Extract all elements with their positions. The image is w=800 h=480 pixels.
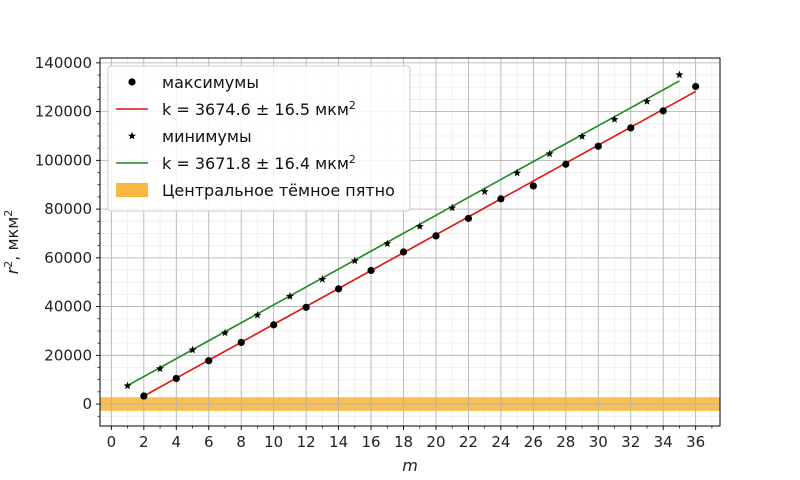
minima-point <box>675 70 684 79</box>
maxima-fit-line <box>143 90 697 397</box>
legend-handle-minima <box>128 131 136 140</box>
maxima-point <box>659 107 667 115</box>
ticks-layer: 0 2 4 6 8 10 12 14 16 18 20 22 24 26 28 30 32 34 360200004… <box>35 54 713 451</box>
maxima-point <box>334 285 343 293</box>
maxima-point <box>692 82 700 91</box>
maxima-point <box>594 142 602 150</box>
y-axis-title-sup: 2 <box>2 261 15 268</box>
minima-point <box>123 381 132 390</box>
legend-label: Центральное тёмное пятно <box>162 181 395 200</box>
maxima-point <box>627 124 635 132</box>
x-tick-label: 28 <box>556 433 575 451</box>
series-layer <box>123 70 700 400</box>
y-tick-label: 60000 <box>44 249 92 267</box>
legend-label: k = 3671.8 ± 16.4 мкм2 <box>162 153 356 174</box>
x-tick-label: 30 <box>589 433 608 451</box>
x-tick-label: 8 <box>236 433 246 451</box>
minima-point <box>350 256 359 265</box>
minima-point <box>610 115 619 123</box>
maxima-point <box>172 374 180 383</box>
maxima-point <box>464 214 473 222</box>
x-tick-label: 22 <box>459 433 478 451</box>
x-tick-label: 20 <box>426 433 445 451</box>
minima-point <box>578 132 587 140</box>
maxima-point <box>432 232 440 240</box>
x-tick-label: 36 <box>686 433 705 451</box>
x-tick-label: 34 <box>654 433 673 451</box>
y-axis-title-r: r <box>3 266 22 274</box>
y-axis-title-unit-sup: 2 <box>2 210 15 217</box>
x-tick-label: 12 <box>297 433 316 451</box>
y-axis-title-rest: , мкм <box>3 217 22 261</box>
x-tick-label: 32 <box>621 433 640 451</box>
x-tick-label: 18 <box>394 433 413 451</box>
x-tick-label: 10 <box>264 433 283 451</box>
x-axis-title: m <box>402 456 418 475</box>
x-tick-label: 14 <box>329 433 348 451</box>
x-tick-label: 2 <box>139 433 149 451</box>
x-tick-label: 24 <box>491 433 510 451</box>
minima-point <box>415 222 424 230</box>
maxima-point <box>399 248 408 256</box>
y-tick-label: 140000 <box>35 54 92 72</box>
major-grid <box>100 58 720 426</box>
y-axis-title: r2, мкм2 <box>2 210 23 275</box>
minima-point <box>545 149 554 158</box>
legend-handle-band <box>116 183 148 197</box>
y-tick-label: 100000 <box>35 151 92 169</box>
maxima-point <box>497 195 505 203</box>
minima-point <box>220 328 229 337</box>
legend-handle-maxima <box>128 78 136 86</box>
maxima-point <box>237 338 245 347</box>
minima-point <box>642 97 651 105</box>
legend-entries: максимумы k = 3674.6 ± 16.5 мкм2 минимумы k… <box>116 73 395 200</box>
minima-point <box>188 345 197 354</box>
minima-point <box>285 292 294 300</box>
y-tick-label: 80000 <box>44 200 92 218</box>
minima-point <box>156 364 165 373</box>
x-tick-label: 6 <box>204 433 214 451</box>
x-tick-label: 0 <box>107 433 117 451</box>
x-tick-label: 26 <box>524 433 543 451</box>
legend-label: минимумы <box>162 127 252 146</box>
x-tick-label: 4 <box>172 433 182 451</box>
legend: максимумы k = 3674.6 ± 16.5 мкм2 минимумы k… <box>107 65 411 212</box>
maxima-point <box>562 160 570 168</box>
y-tick-label: 40000 <box>44 298 92 316</box>
maxima-point <box>367 266 375 275</box>
minima-point <box>513 168 522 177</box>
minima-point <box>448 203 457 212</box>
legend-label: k = 3674.6 ± 16.5 мкм2 <box>162 99 356 120</box>
minima-point <box>480 187 489 195</box>
y-tick-label: 0 <box>82 395 92 413</box>
maxima-point <box>140 392 148 400</box>
x-tick-label: 16 <box>362 433 381 451</box>
maxima-point <box>205 357 213 365</box>
y-tick-label: 20000 <box>44 346 92 364</box>
plot-frame <box>99 57 721 427</box>
minima-fit-line <box>127 80 680 387</box>
maxima-point <box>302 303 310 311</box>
legend-label: максимумы <box>162 73 259 92</box>
y-tick-label: 120000 <box>35 103 92 121</box>
minima-point <box>253 310 262 319</box>
maxima-point <box>270 321 278 329</box>
maxima-point <box>529 182 537 190</box>
minima-point <box>383 239 392 248</box>
legend-box <box>107 65 411 212</box>
minima-point <box>318 275 327 283</box>
